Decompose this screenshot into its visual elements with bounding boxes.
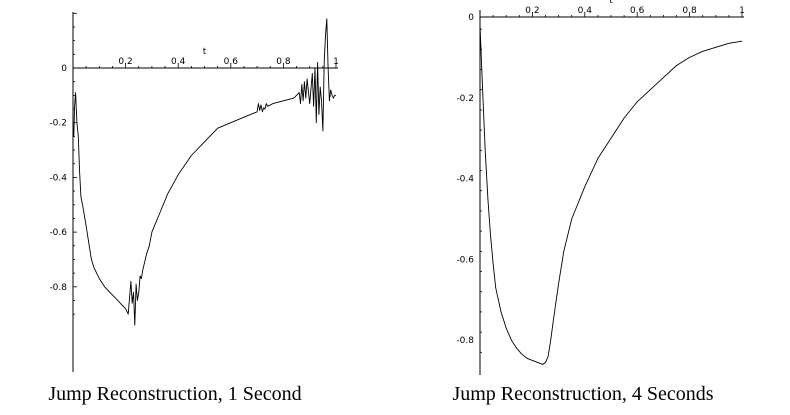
y-tick-label: -0.6 [456,255,474,265]
x-tick-label: 0.8 [276,57,291,67]
series-line [479,25,743,365]
x-axis-label: t [203,47,207,57]
y-tick-label: 0 [61,64,67,74]
x-tick-label: 0.6 [224,57,239,67]
x-tick-label: 1 [739,6,745,16]
x-tick-label: 0.4 [171,57,186,67]
chart-caption: Jump Reconstruction, 4 Seconds [452,383,713,405]
y-tick-label: -0.8 [49,283,67,293]
series-line [72,18,336,326]
x-tick-label: 1 [333,57,339,67]
y-tick-label: 0 [468,13,474,23]
x-tick-label: 0.8 [682,6,697,16]
y-tick-label: -0.6 [49,228,67,238]
chart-panel-1s: 0.2 0.4 0.6 0.8 1 t 0 -0.2 -0.4 -0.6 -0.8 Jump Reco… [48,12,339,405]
y-tick-label: -0.2 [49,119,67,129]
x-tick-label: 0.2 [525,6,539,16]
chart-panel-4s: 0.2 0.4 0.6 0.8 1 t 0 -0.2 -0.4 -0.6 -0.8 Jump Reco… [452,0,744,405]
y-tick-label: -0.4 [456,175,474,185]
x-tick-label: 0.4 [578,6,593,16]
y-tick-label: -0.4 [49,173,67,183]
y-tick-label: -0.8 [456,336,474,346]
x-axis-label: t [609,0,613,6]
y-tick-label: -0.2 [456,94,474,104]
x-tick-label: 0.6 [630,6,645,16]
x-tick-label: 0.2 [118,57,132,67]
chart-caption: Jump Reconstruction, 1 Second [48,383,301,405]
